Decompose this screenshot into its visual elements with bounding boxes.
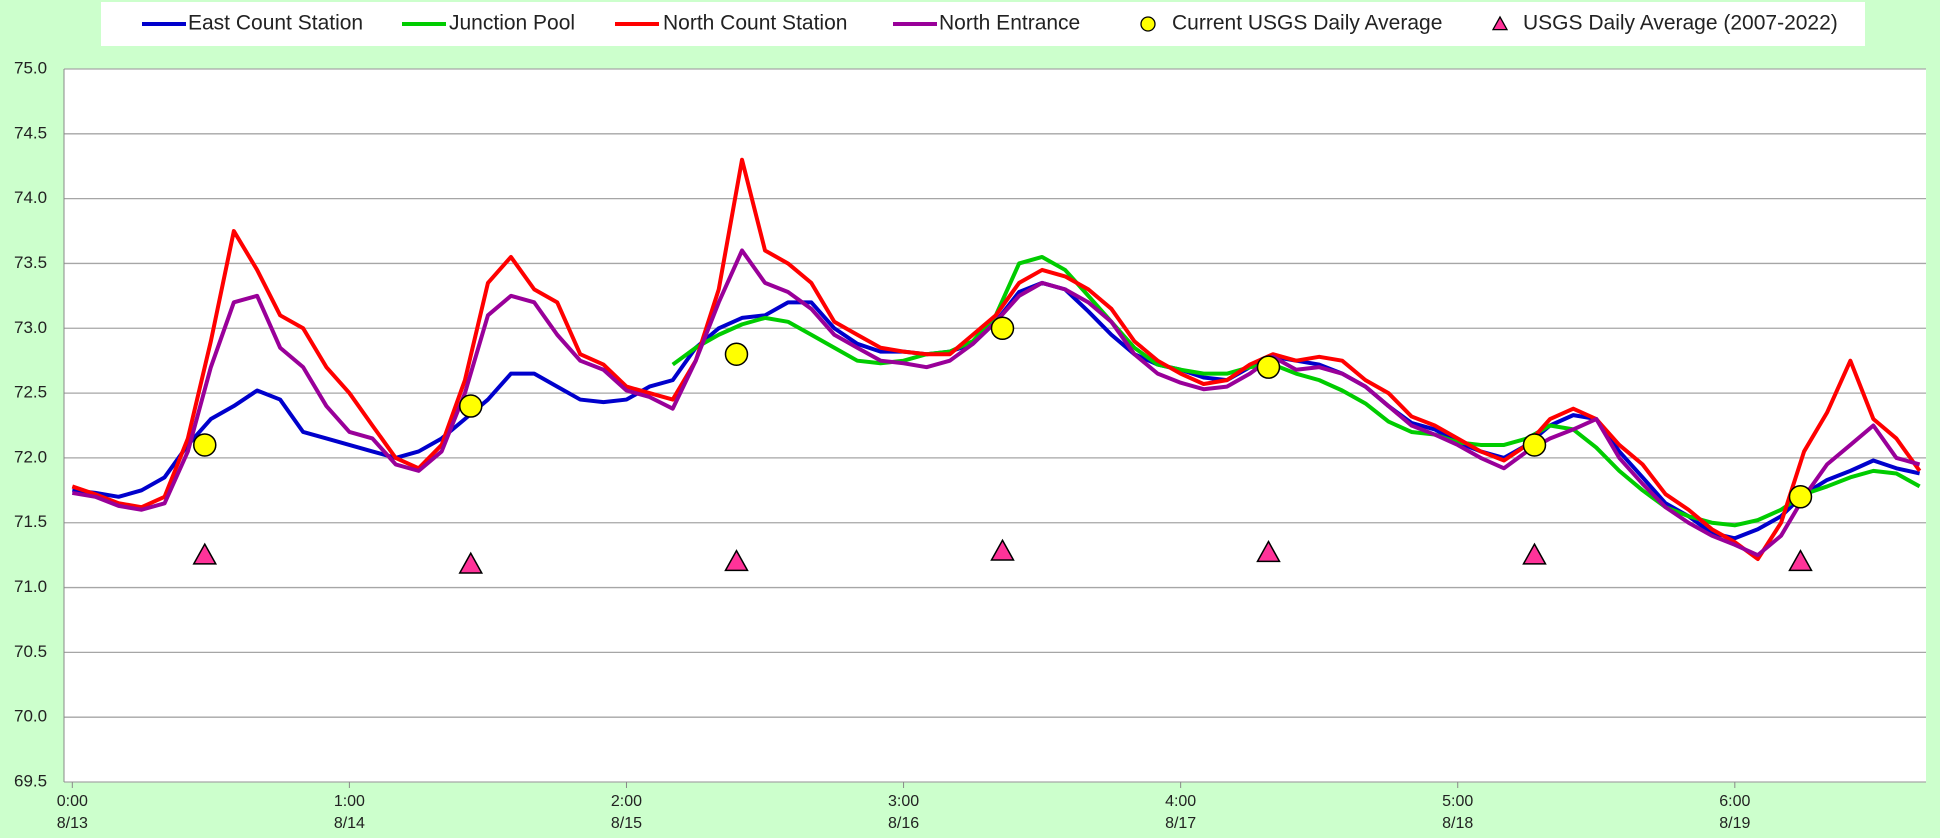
legend-box: [101, 2, 1865, 46]
x-tick-label: 2:00 8/15: [611, 793, 642, 832]
y-tick-label: 74.0: [14, 188, 47, 207]
triangle-marker: [1522, 542, 1547, 565]
x-tick-label: 3:00 8/16: [888, 793, 919, 832]
legend-label: Current USGS Daily Average: [1172, 12, 1442, 35]
x-tick-label: 1:00 8/14: [334, 793, 365, 832]
triangle-marker: [458, 551, 484, 574]
circle-marker: [1256, 355, 1281, 379]
triangle-marker: [1788, 549, 1813, 572]
series-line: [71, 157, 1922, 562]
circle-marker: [1788, 485, 1813, 509]
triangle-marker: [990, 538, 1015, 561]
x-tick-label: 5:00 8/18: [1442, 793, 1473, 832]
y-tick-label: 73.0: [14, 318, 47, 337]
legend-label: North Count Station: [663, 12, 847, 35]
y-tick-label: 71.0: [14, 577, 47, 596]
triangle-marker: [724, 549, 749, 572]
y-tick-label: 72.0: [14, 447, 47, 466]
y-tick-label: 70.5: [14, 642, 47, 661]
x-tick-label: 6:00 8/19: [1719, 793, 1750, 832]
y-tick-label: 72.5: [14, 383, 47, 402]
y-tick-label: 73.5: [14, 253, 47, 272]
y-tick-label: 69.5: [14, 771, 47, 790]
circle-marker: [193, 433, 217, 457]
y-tick-label: 70.0: [14, 707, 47, 726]
legend-label: Junction Pool: [449, 12, 575, 35]
legend-swatch: [1140, 16, 1156, 32]
legend-label: North Entrance: [939, 12, 1080, 35]
series-line: [671, 254, 1921, 528]
legend-label: USGS Daily Average (2007-2022): [1523, 12, 1838, 35]
y-tick-label: 74.5: [14, 123, 47, 142]
y-tick-label: 71.5: [14, 512, 47, 531]
circle-marker: [990, 316, 1015, 341]
triangle-marker: [1256, 539, 1281, 563]
x-tick-label: 0:00 8/13: [57, 793, 88, 832]
circle-marker: [459, 394, 483, 418]
x-tick-label: 4:00 8/17: [1165, 793, 1196, 832]
circle-marker: [1522, 433, 1547, 457]
legend-swatch: [1491, 15, 1509, 31]
triangle-marker: [192, 542, 218, 565]
circle-marker: [724, 342, 749, 366]
y-tick-label: 75.0: [14, 58, 47, 77]
legend-label: East Count Station: [188, 12, 363, 35]
